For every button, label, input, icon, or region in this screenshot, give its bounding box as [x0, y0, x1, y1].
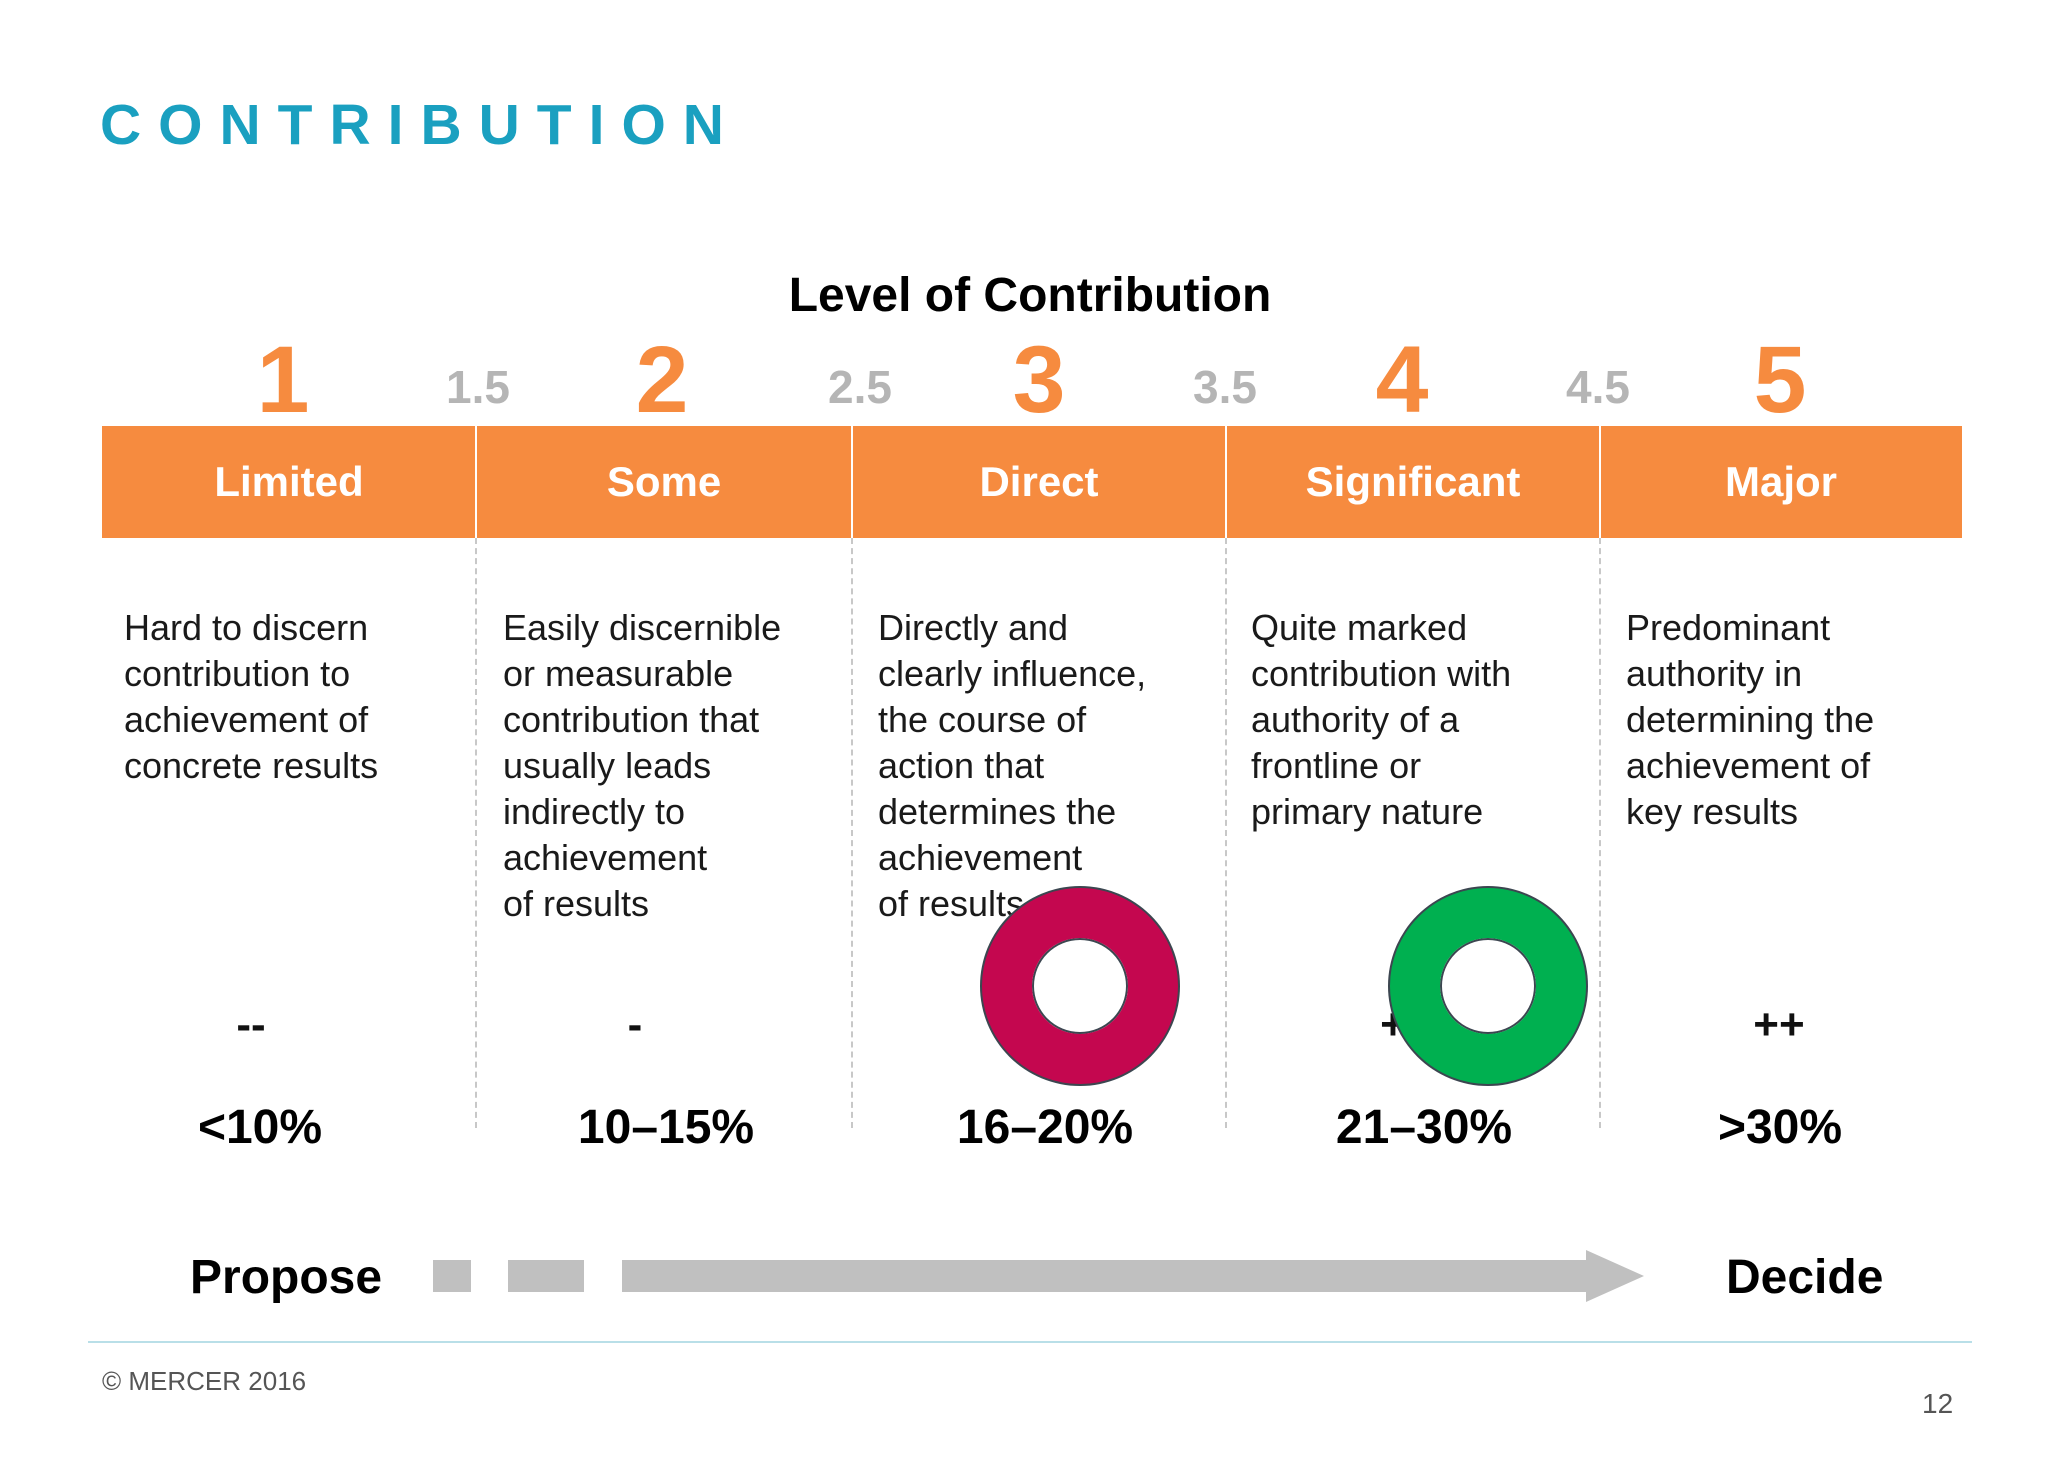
scale-start-label: Propose: [190, 1251, 383, 1304]
percent-limited: <10%: [197, 1101, 323, 1154]
level-number: 1: [256, 327, 310, 433]
header-divider: [851, 426, 853, 538]
level-number: 5: [1753, 327, 1807, 433]
column-divider: [851, 538, 853, 1128]
description-direct: Directly and clearly influence, the course…: [878, 607, 1147, 924]
header-major: Major: [1724, 458, 1837, 505]
marker-ring-green: [1390, 888, 1586, 1084]
description-significant: Quite marked contribution with authority o…: [1251, 607, 1512, 832]
percent-significant: 21–30%: [1335, 1101, 1513, 1154]
column-divider: [1225, 538, 1227, 1128]
copyright: © MERCER 2016: [102, 1366, 307, 1396]
scale-end-label: Decide: [1726, 1251, 1884, 1304]
arrow-shaft: [622, 1260, 1588, 1292]
column-divider: [1599, 538, 1601, 1128]
header-limited: Limited: [214, 458, 364, 505]
column-divider: [475, 538, 477, 1128]
arrow-dash: [508, 1260, 584, 1292]
level-number: 3: [1012, 327, 1066, 433]
footer-divider: [88, 1341, 1972, 1343]
symbol-some: -: [627, 1000, 643, 1049]
arrow-head-icon: [1586, 1250, 1644, 1302]
arrow-dash: [433, 1260, 471, 1292]
level-header-band: [102, 426, 1962, 538]
description-major: Predominant authority in determining the ac…: [1626, 607, 1875, 832]
half-level-number: 1.5: [446, 361, 510, 413]
level-number: 4: [1375, 327, 1429, 433]
percent-some: 10–15%: [577, 1101, 755, 1154]
header-direct: Direct: [979, 458, 1099, 505]
header-divider: [1225, 426, 1227, 538]
marker-ring-red: [982, 888, 1178, 1084]
half-level-number: 2.5: [828, 361, 892, 413]
scale-subtitle: Level of Contribution: [788, 269, 1272, 322]
description-some: Easily discernible or measurable contribut…: [503, 607, 782, 924]
header-some: Some: [606, 458, 722, 505]
half-level-number: 3.5: [1193, 361, 1257, 413]
symbol-limited: --: [236, 1000, 266, 1049]
header-divider: [1599, 426, 1601, 538]
header-divider: [475, 426, 477, 538]
half-level-number: 4.5: [1566, 361, 1630, 413]
page-number: 12: [1922, 1388, 1954, 1419]
description-limited: Hard to discern contribution to achievemen…: [124, 607, 379, 786]
header-significant: Significant: [1305, 458, 1521, 505]
percent-direct: 16–20%: [956, 1101, 1134, 1154]
slide-title: CONTRIBUTION: [100, 93, 741, 157]
percent-major: >30%: [1717, 1101, 1843, 1154]
symbol-major: ++: [1753, 1000, 1805, 1049]
level-number: 2: [635, 327, 689, 433]
